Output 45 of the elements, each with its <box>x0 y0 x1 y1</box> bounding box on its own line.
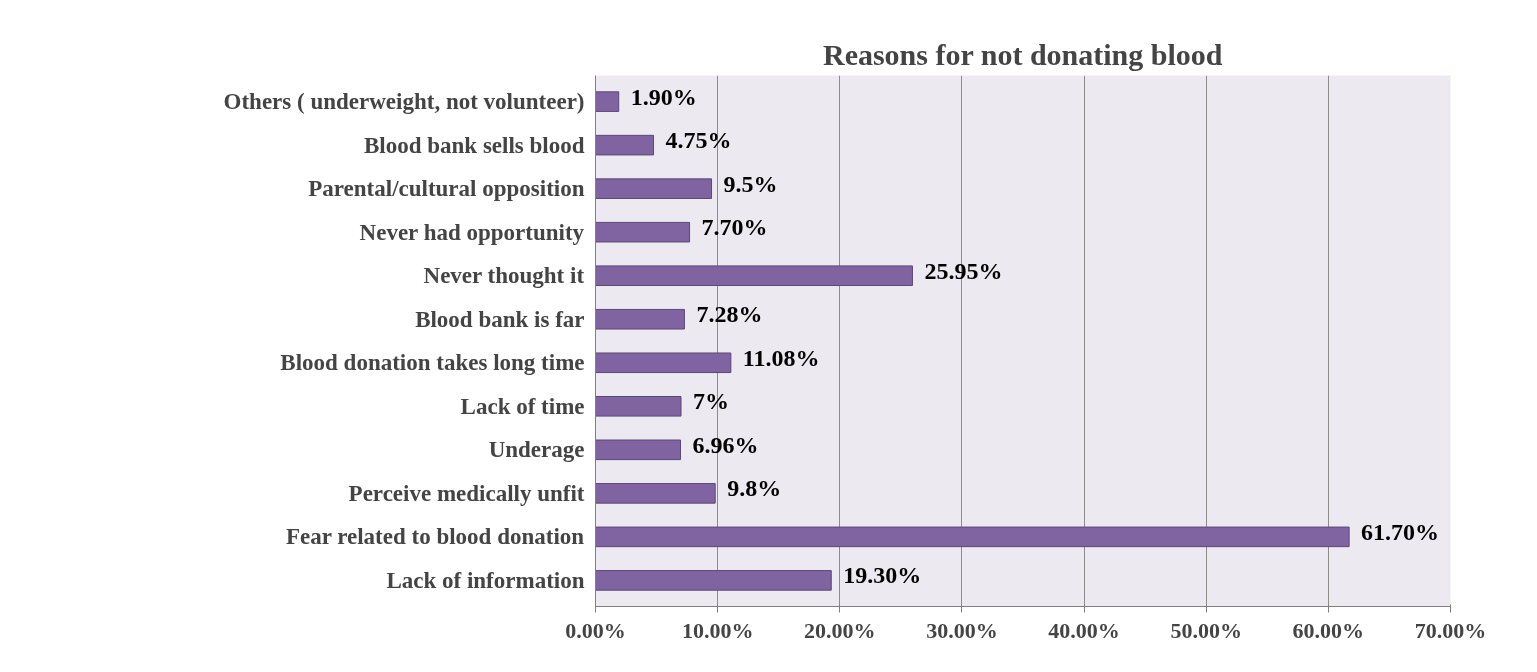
y-tick-label: Blood bank sells blood <box>363 132 585 158</box>
chart-title: Reasons for not donating blood <box>822 37 1223 71</box>
data-label: 7.28% <box>696 301 763 328</box>
y-tick-label: Lack of information <box>386 567 585 593</box>
bar <box>595 91 620 112</box>
data-label: 9.8% <box>727 475 782 502</box>
x-tick-label: 70.00% <box>1414 617 1487 643</box>
x-tick-label: 0.00% <box>565 617 626 643</box>
data-label: 7% <box>693 388 729 415</box>
data-label: 6.96% <box>692 431 759 458</box>
y-tick-label: Underage <box>488 437 585 463</box>
bar <box>595 483 716 504</box>
bar <box>595 570 832 591</box>
y-tick-label: Others ( underweight, not volunteer) <box>223 89 585 115</box>
x-tick-label: 30.00% <box>926 617 998 643</box>
y-tick-label: Parental/cultural opposition <box>308 176 585 202</box>
bar <box>595 526 1350 548</box>
bar <box>595 134 655 156</box>
bar <box>595 178 713 199</box>
data-label: 1.90% <box>630 83 697 110</box>
bar <box>595 439 682 461</box>
data-label: 61.70% <box>1361 518 1440 545</box>
data-label: 4.75% <box>665 127 732 154</box>
y-tick-label: Fear related to blood donation <box>285 524 585 550</box>
x-tick-label: 40.00% <box>1048 617 1120 643</box>
x-tick-label: 60.00% <box>1292 617 1365 643</box>
bar <box>595 352 732 374</box>
data-label: 11.08% <box>742 344 820 371</box>
bar <box>595 265 913 287</box>
x-tick-label: 10.00% <box>681 617 754 643</box>
bar <box>595 308 685 330</box>
y-tick-label: Never thought it <box>423 263 585 289</box>
y-tick-label: Blood bank is far <box>415 306 585 332</box>
data-label: 19.30% <box>843 562 922 589</box>
data-label: 9.5% <box>723 170 778 197</box>
y-tick-label: Never had opportunity <box>359 219 585 245</box>
x-tick-label: 20.00% <box>804 617 876 643</box>
x-tick-label: 50.00% <box>1170 617 1242 643</box>
data-label: 7.70% <box>701 214 768 241</box>
y-tick-label: Blood donation takes long time <box>280 350 585 376</box>
y-tick-label: Perceive medically unfit <box>348 480 585 506</box>
data-label: 25.95% <box>924 257 1003 284</box>
y-tick-label: Lack of time <box>460 393 585 419</box>
bar <box>595 395 682 417</box>
bar <box>595 221 691 243</box>
